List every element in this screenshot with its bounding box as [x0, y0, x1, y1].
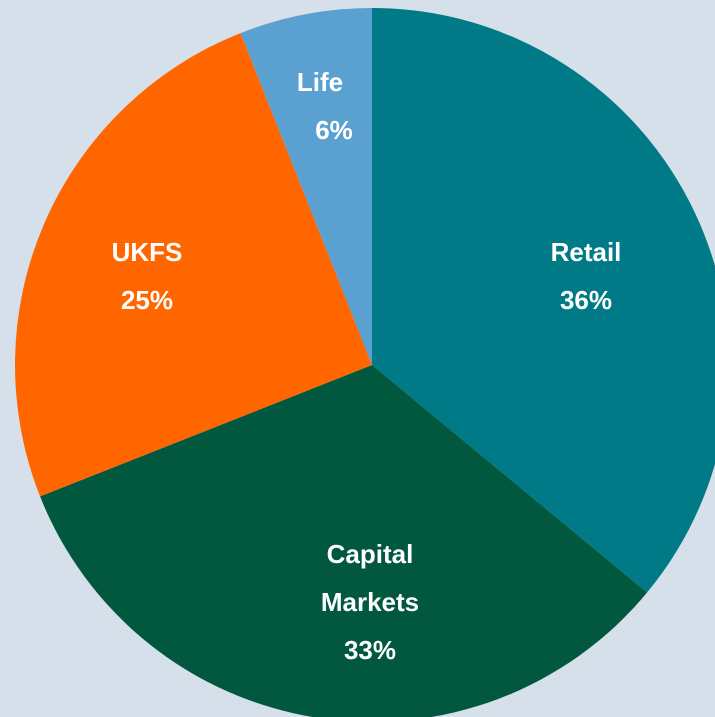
slice-label: UKFS	[111, 237, 183, 267]
pie-slice	[14, 33, 373, 497]
slice-value-label: 25%	[120, 285, 174, 315]
slice-label: Capital Markets	[320, 539, 420, 617]
pie-slice	[372, 8, 715, 593]
slice-value-label: 6%	[315, 115, 353, 145]
slice-value-label: 36%	[559, 285, 613, 315]
pie-slice	[240, 8, 372, 365]
slice-value-label: 33%	[343, 635, 397, 665]
slice-label: Life	[296, 67, 344, 97]
slice-label: Retail	[550, 237, 622, 267]
pie-slice	[40, 365, 648, 717]
